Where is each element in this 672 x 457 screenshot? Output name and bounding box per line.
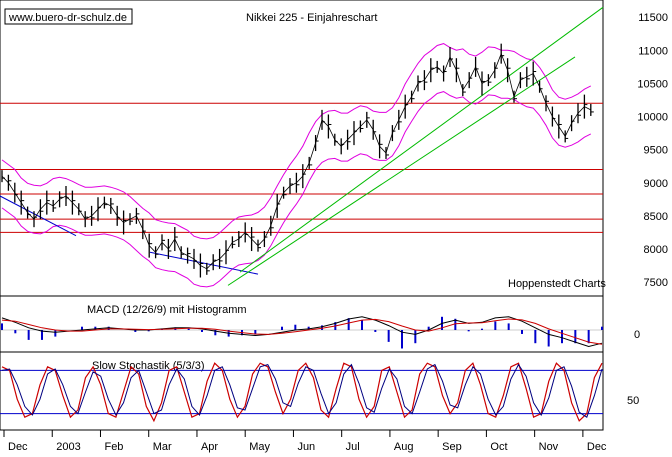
x-tick-label: Dec	[8, 441, 28, 453]
stochastic-panel	[0, 351, 604, 431]
x-tick-label: 2003	[56, 441, 80, 453]
trendline-up	[227, 56, 576, 286]
x-tick-label: Sep	[442, 441, 462, 453]
bollinger-upper	[1, 43, 592, 240]
price-tick-label: 9500	[644, 145, 668, 157]
macd-zero-label: 0	[634, 329, 640, 341]
x-tick-label: Dec	[587, 441, 607, 453]
price-tick-label: 9000	[644, 178, 668, 190]
price-layer	[0, 6, 604, 288]
x-tick-label: Aug	[394, 441, 414, 453]
price-line	[1, 52, 591, 270]
x-tick-label: Nov	[539, 441, 559, 453]
trendline-down	[0, 195, 77, 237]
stochastic-layer	[0, 362, 603, 423]
x-axis: Dec 2003 Feb Mar Apr May Jun Jul Aug Sep Oct Nov Dec	[3, 430, 607, 453]
macd-signal-line	[1, 318, 603, 345]
site-label-box	[4, 8, 133, 25]
price-tick-label: 11000	[638, 45, 668, 57]
source-label: Hoppenstedt Charts	[508, 278, 606, 290]
horizontal-levels	[0, 102, 603, 233]
price-axis: 11500 11000 10500 10000 9500 9000 8500 8000 7500	[637, 12, 668, 289]
chart-title: Nikkei 225 - Einjahreschart	[246, 12, 377, 24]
price-tick-label: 8500	[644, 211, 668, 223]
price-tick-label: 7500	[644, 277, 668, 289]
bollinger-lower	[1, 91, 592, 288]
stochastic-axis-label: 50	[627, 395, 639, 407]
x-tick-label: Jun	[297, 441, 315, 453]
price-tick-label: 10000	[637, 112, 668, 124]
stochastic-k-line	[1, 362, 603, 423]
price-tick-label: 8000	[644, 244, 668, 256]
trendline-up-steep	[239, 6, 604, 273]
price-tick-label: 11500	[638, 12, 668, 24]
x-tick-label: Oct	[490, 441, 507, 453]
macd-label: MACD (12/26/9) mit Histogramm	[87, 304, 247, 316]
stochastic-d-line	[1, 363, 603, 418]
x-tick-label: May	[249, 441, 270, 453]
x-tick-label: Apr	[201, 441, 218, 453]
x-tick-label: Mar	[153, 441, 172, 453]
x-tick-label: Feb	[104, 441, 123, 453]
price-tick-label: 10500	[637, 78, 668, 90]
site-label: www.buero-dr-schulz.de	[8, 12, 127, 24]
macd-line	[1, 316, 603, 348]
x-tick-label: Jul	[346, 441, 360, 453]
macd-layer	[0, 316, 603, 349]
